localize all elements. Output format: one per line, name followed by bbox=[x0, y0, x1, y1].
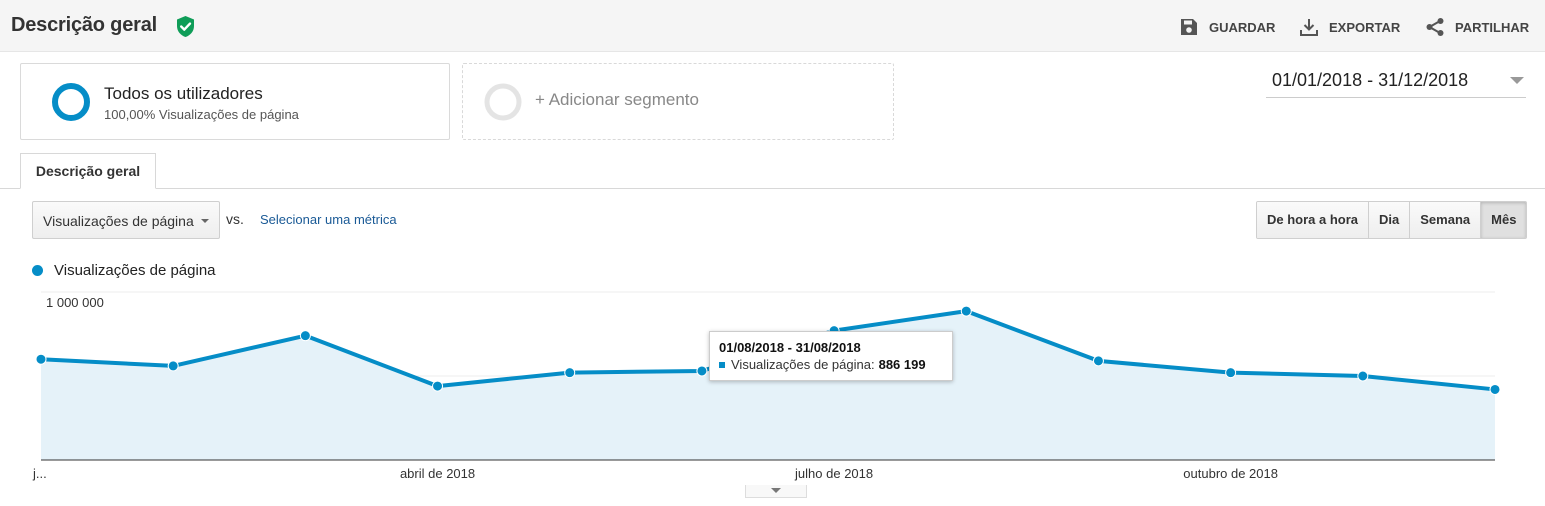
y-tick-label: 1 000 000 bbox=[46, 295, 104, 310]
add-segment-label: + Adicionar segmento bbox=[535, 90, 699, 109]
x-tick-label: julho de 2018 bbox=[794, 466, 873, 481]
granularity-month-button[interactable]: Mês bbox=[1481, 202, 1527, 238]
save-icon bbox=[1181, 19, 1197, 35]
export-button[interactable]: EXPORTAR bbox=[1299, 16, 1400, 38]
tooltip-value: 886 199 bbox=[878, 357, 926, 372]
granularity-week-button[interactable]: Semana bbox=[1410, 202, 1482, 238]
chevron-down-icon bbox=[1510, 77, 1524, 84]
download-icon bbox=[1300, 19, 1318, 36]
shield-check-icon bbox=[177, 16, 194, 37]
legend-label: Visualizações de página bbox=[54, 261, 216, 279]
chart-collapse-handle[interactable] bbox=[745, 485, 807, 498]
share-icon bbox=[1426, 18, 1444, 36]
tooltip-date: 01/08/2018 - 31/08/2018 bbox=[719, 340, 861, 355]
segment-detail: 100,00% Visualizações de página bbox=[104, 107, 299, 122]
save-button[interactable]: GUARDAR bbox=[1179, 16, 1275, 38]
share-button[interactable]: PARTILHAR bbox=[1425, 16, 1529, 38]
save-label: GUARDAR bbox=[1209, 19, 1276, 35]
segment-name: Todos os utilizadores bbox=[104, 84, 263, 103]
top-bar: Descrição geral GUARDAR EXPORTAR PARTILH… bbox=[0, 0, 1545, 52]
x-tick-label: abril de 2018 bbox=[400, 466, 475, 481]
date-range-value: 01/01/2018 - 31/12/2018 bbox=[1272, 70, 1469, 90]
vs-label: vs. bbox=[226, 211, 244, 227]
select-metric-link[interactable]: Selecionar uma métrica bbox=[260, 212, 397, 227]
caret-down-icon bbox=[201, 219, 209, 223]
segment-card-all-users[interactable]: Todos os utilizadores 100,00% Visualizaç… bbox=[20, 63, 450, 140]
add-segment-button[interactable]: + Adicionar segmento bbox=[462, 63, 894, 140]
granularity-day-button[interactable]: Dia bbox=[1369, 202, 1411, 238]
export-label: EXPORTAR bbox=[1329, 19, 1401, 35]
data-point bbox=[960, 305, 972, 317]
granularity-hourly-button[interactable]: De hora a hora bbox=[1257, 202, 1370, 238]
primary-metric-select[interactable]: Visualizações de página bbox=[32, 201, 220, 239]
series-area bbox=[41, 311, 1495, 460]
granularity-toggle: De hora a hora Dia Semana Mês bbox=[1256, 201, 1528, 239]
data-point bbox=[1225, 367, 1237, 379]
tooltip-swatch bbox=[719, 361, 725, 368]
data-point bbox=[35, 353, 47, 365]
data-point bbox=[564, 367, 576, 379]
chart-tooltip: 01/08/2018 - 31/08/2018 Visualizações de… bbox=[709, 331, 953, 381]
ring-icon bbox=[52, 83, 90, 121]
x-tick-label: outubro de 2018 bbox=[1183, 466, 1278, 481]
tab-divider bbox=[0, 188, 1545, 189]
data-point bbox=[1092, 355, 1104, 367]
legend-dot bbox=[32, 264, 43, 276]
share-label: PARTILHAR bbox=[1455, 19, 1530, 35]
data-point bbox=[299, 330, 311, 342]
caret-down-icon bbox=[771, 488, 781, 493]
date-range-picker[interactable]: 01/01/2018 - 31/12/2018 bbox=[1266, 68, 1526, 98]
data-point bbox=[167, 360, 179, 372]
tooltip-row: Visualizações de página: 886 199 bbox=[719, 357, 943, 372]
page-title: Descrição geral bbox=[11, 14, 157, 36]
data-point bbox=[432, 380, 444, 392]
data-point bbox=[1489, 383, 1501, 395]
x-tick-label: j... bbox=[32, 466, 47, 481]
data-point bbox=[1357, 370, 1369, 382]
empty-ring-icon bbox=[484, 83, 522, 121]
tab-overview[interactable]: Descrição geral bbox=[20, 153, 156, 189]
tooltip-metric: Visualizações de página: bbox=[731, 357, 875, 372]
chart-legend: Visualizações de página bbox=[32, 261, 216, 279]
primary-metric-value: Visualizações de página bbox=[43, 213, 194, 229]
data-point bbox=[696, 365, 708, 377]
